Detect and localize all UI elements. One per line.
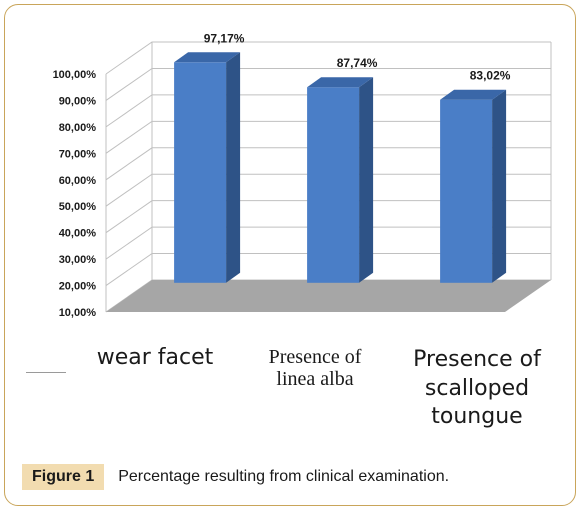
bar-top (174, 52, 241, 63)
category-label-linea-alba: Presence of linea alba (240, 346, 390, 390)
category-label-line: wear facet (96, 345, 214, 370)
figure-label: Figure 1 (22, 464, 105, 490)
data-label: 83,02% (470, 69, 511, 83)
bar (440, 99, 493, 283)
bar-side (226, 52, 241, 283)
bar (174, 62, 227, 283)
legend-line (26, 372, 66, 373)
y-tick-label: 70,00% (59, 148, 97, 160)
y-tick-label: 30,00% (59, 254, 97, 266)
data-label: 97,17% (204, 31, 245, 45)
category-label-line: Presence of (413, 347, 541, 372)
y-tick-label: 100,00% (53, 69, 97, 81)
data-label: 87,74% (337, 56, 378, 70)
category-label-line: scalloped (424, 375, 530, 401)
y-tick-label: 90,00% (59, 95, 97, 107)
bar-top (307, 77, 374, 88)
caption-text: Percentage resulting from clinical exami… (118, 468, 450, 485)
y-tick-label: 50,00% (59, 201, 97, 213)
category-label-scalloped-tongue: Presence of scalloped toungue (392, 346, 562, 432)
figure-caption: Figure 1 Percentage resulting from clini… (22, 463, 449, 491)
bar-top (440, 89, 507, 100)
category-label-line: linea alba (276, 368, 354, 390)
category-label-line: Presence of (268, 346, 362, 368)
chart-floor (106, 280, 551, 312)
y-tick-label: 20,00% (59, 281, 97, 293)
y-tick-label: 60,00% (59, 175, 97, 187)
bar-side (492, 89, 507, 283)
category-label-wear-facet: wear facet (70, 345, 240, 370)
y-tick-label: 10,00% (59, 307, 97, 319)
bar-side (359, 77, 374, 283)
y-tick-label: 40,00% (59, 228, 97, 240)
category-label-line: toungue (431, 404, 523, 430)
y-tick-label: 80,00% (59, 122, 97, 134)
bar (307, 87, 360, 283)
